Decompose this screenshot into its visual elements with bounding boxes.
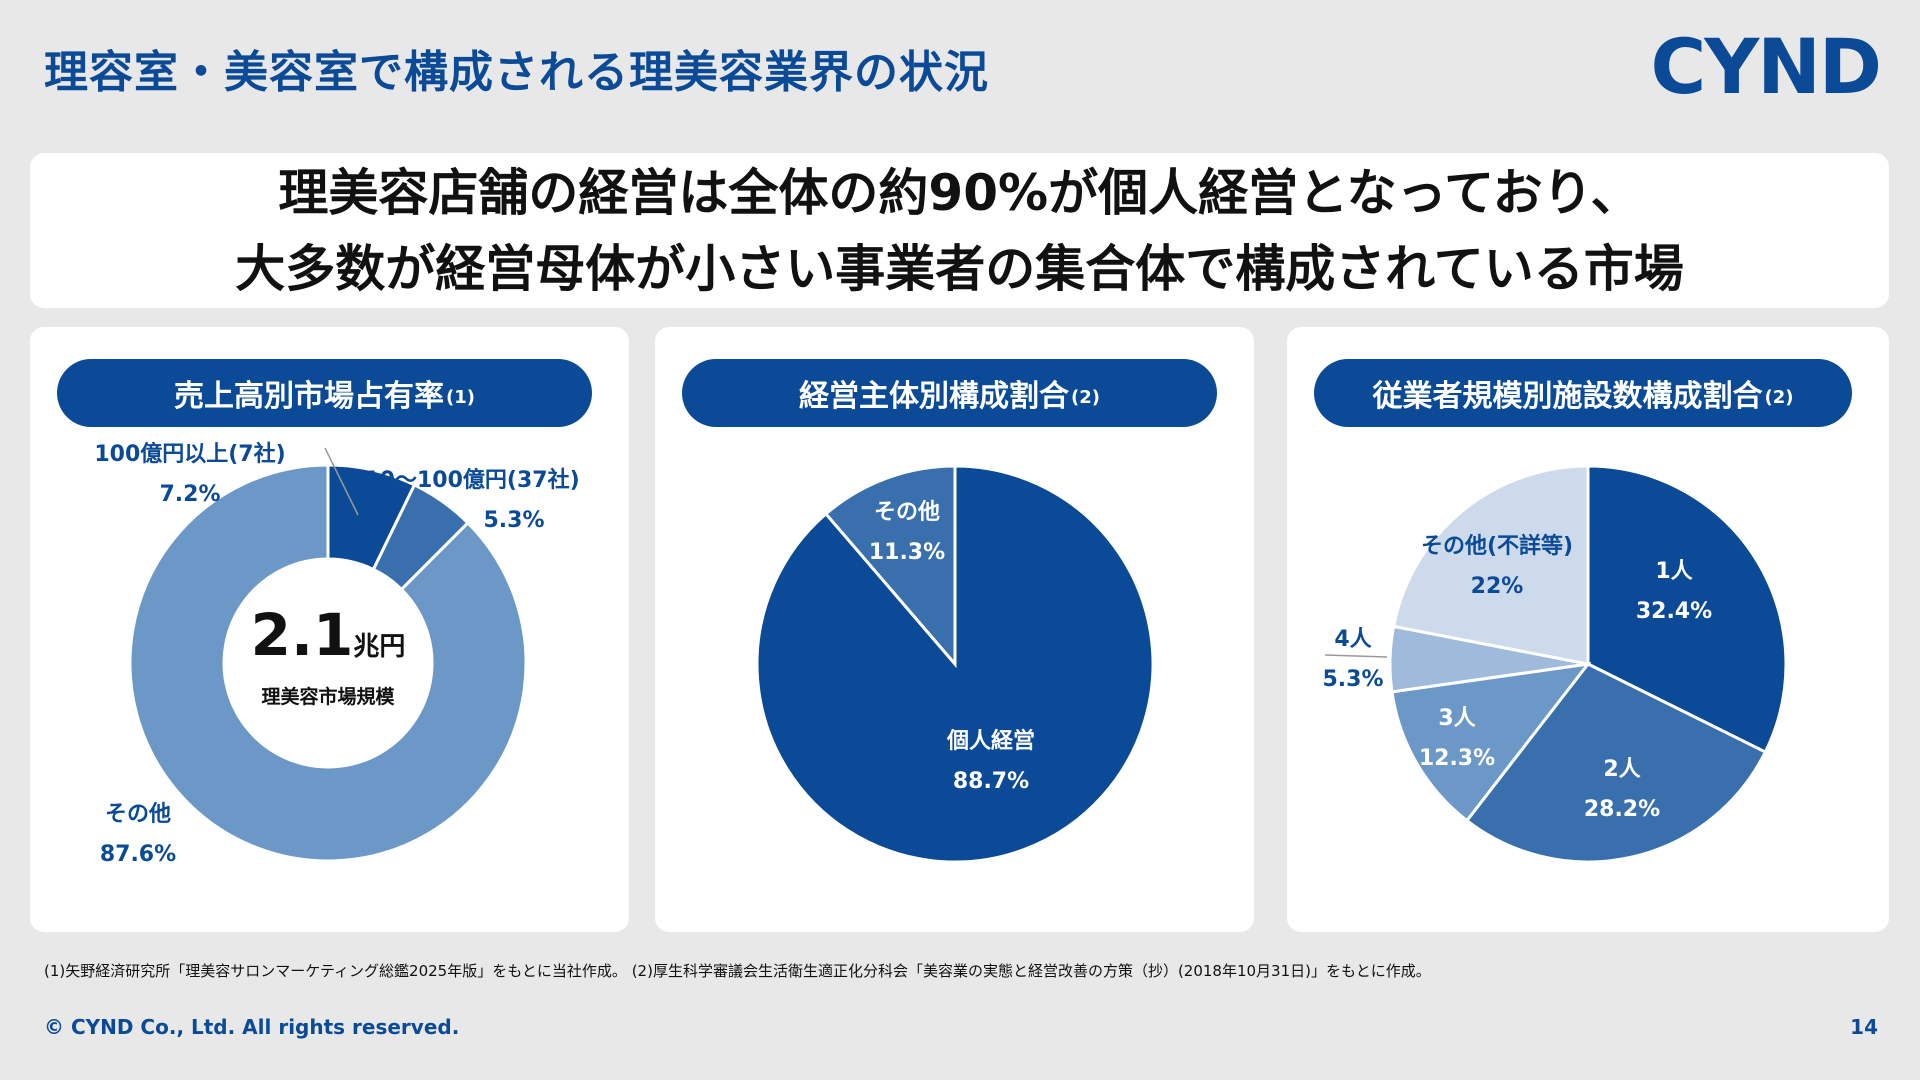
slice-label: 10〜100億円(37社) — [364, 467, 579, 493]
management-type-panel: 経営主体別構成割合 (2) 個人経営 88.7% その他 11.3% — [655, 327, 1254, 932]
slice-label: 1人 — [1655, 559, 1692, 584]
slice-value-label: 88.7% — [953, 769, 1029, 794]
panel-title: 従業者規模別施設数構成割合 — [1372, 379, 1763, 414]
center-value-number: 2.1 — [251, 601, 354, 669]
slice-label: 個人経営 — [946, 728, 1035, 754]
leader-line — [1324, 654, 1388, 658]
panel-header-market-share: 売上高別市場占有率 (1) — [57, 359, 592, 427]
pie-slice — [1391, 464, 1590, 666]
slice-label: 4人 — [1334, 627, 1371, 652]
slice-value-label: 28.2% — [1584, 797, 1660, 822]
panel-note: (1) — [446, 386, 475, 408]
headline-line-2: 大多数が経営母体が小さい事業者の集合体で構成されている市場 — [235, 239, 1684, 298]
cynd-logo: CYND — [1650, 22, 1882, 111]
page-title: 理容室・美容室で構成される理美容業界の状況 — [44, 47, 989, 98]
donut-center-label: 理美容市場規模 — [261, 685, 395, 708]
pie-slice — [1390, 661, 1592, 823]
employee-scale-panel: 従業者規模別施設数構成割合 (2) 1人 32.4% 2人 28.2% 3人 12.3% 4人… — [1287, 327, 1889, 932]
headline-line-1: 理美容店舗の経営は全体の約90%が個人経営となっており、 — [278, 163, 1641, 222]
pie-slice — [823, 464, 957, 669]
slice-label: 3人 — [1438, 706, 1475, 731]
pie-slice — [1464, 662, 1768, 864]
page-number: 14 — [1850, 1015, 1878, 1039]
slice-value-label: 5.3% — [483, 508, 544, 533]
market-share-panel: 売上高別市場占有率 (1) 100億円以上(7社) 7.2% 10〜100億円(37社… — [30, 327, 629, 932]
headline-box: 理美容店舗の経営は全体の約90%が個人経営となっており、 大多数が経営母体が小さ… — [30, 153, 1889, 308]
footnote: (1)矢野経済研究所「理美容サロンマーケティング総鑑2025年版」をもとに当社作… — [44, 962, 1431, 980]
slice-value-label: 32.4% — [1636, 599, 1712, 624]
employee-scale-pie-chart: 1人 32.4% 2人 28.2% 3人 12.3% 4人 5.3% その他(不詳等) 22% — [1322, 464, 1788, 864]
slice-value-label: 22% — [1471, 574, 1524, 599]
panel-note: (2) — [1071, 386, 1100, 408]
copyright: © CYND Co., Ltd. All rights reserved. — [44, 1015, 460, 1039]
panel-note: (2) — [1764, 386, 1794, 408]
slice-value-label: 87.6% — [100, 842, 176, 867]
management-type-pie-chart: 個人経営 88.7% その他 11.3% — [755, 464, 1155, 864]
slice-value-label: 11.3% — [869, 540, 945, 565]
panel-header-management-type: 経営主体別構成割合 (2) — [682, 359, 1217, 427]
slice-label: 2人 — [1603, 757, 1640, 782]
slice-label: 100億円以上(7社) — [94, 441, 285, 467]
leader-line — [324, 447, 359, 516]
slice-label: その他 — [105, 802, 171, 827]
slice-value-label: 5.3% — [1322, 667, 1383, 692]
pie-slice — [1586, 464, 1788, 755]
market-share-donut-chart: 100億円以上(7社) 7.2% 10〜100億円(37社) 5.3% その他 87.6%… — [94, 441, 579, 867]
slice-value-label: 7.2% — [159, 482, 220, 507]
panel-title: 売上高別市場占有率 — [174, 379, 444, 414]
panel-header-employee-scale: 従業者規模別施設数構成割合 (2) — [1314, 359, 1852, 427]
pie-slice — [128, 463, 528, 863]
slice-value-label: 12.3% — [1419, 746, 1495, 771]
panel-title: 経営主体別構成割合 — [799, 379, 1069, 414]
slice-label: その他 — [874, 500, 940, 525]
slice-label: その他(不詳等) — [1421, 533, 1573, 559]
donut-center-value: 2.1兆円 — [251, 601, 406, 669]
center-value-unit: 兆円 — [353, 632, 405, 662]
